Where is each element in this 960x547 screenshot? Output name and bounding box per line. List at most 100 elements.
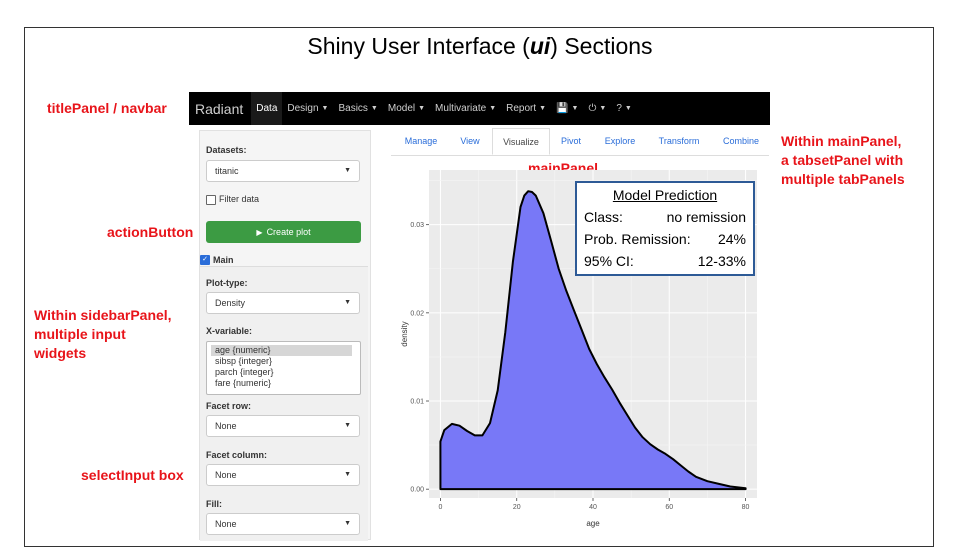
fill-value: None: [215, 519, 237, 529]
x-variable-label: X-variable:: [206, 326, 253, 336]
create-plot-label: Create plot: [266, 227, 311, 237]
annotation-tabset: Within mainPanel, a tabsetPanel with mul…: [781, 132, 905, 189]
annotation-widgets-line: widgets: [34, 345, 87, 361]
facet-row-label: Facet row:: [206, 401, 252, 411]
y-tick-label: 0.03: [410, 222, 424, 229]
chevron-down-icon: ▼: [344, 422, 351, 429]
nav-item-label: Model: [387, 103, 416, 114]
caret-down-icon: ▼: [370, 105, 378, 112]
x-tick-label: 80: [742, 504, 750, 511]
nav-item-3[interactable]: Model ▼: [383, 92, 430, 125]
datasets-select[interactable]: titanic ▼: [206, 160, 360, 182]
chevron-down-icon: ▼: [344, 520, 351, 527]
slide-title: Shiny User Interface (ui) Sections: [307, 33, 653, 59]
x-variable-multiselect[interactable]: age {numeric} sibsp {integer} parch {int…: [206, 341, 361, 395]
navbar: Radiant Data Design ▼ Basics ▼ Model ▼ Multivar…: [189, 92, 770, 125]
prediction-key: Prob. Remission:: [584, 231, 691, 247]
caret-down-icon: ▼: [321, 105, 329, 112]
prediction-value: 24%: [717, 231, 746, 247]
facet-column-select[interactable]: None ▼: [206, 464, 360, 486]
tabset-panel: Manage View Visualize Pivot Explore Tran…: [391, 128, 769, 156]
tab-combine[interactable]: Combine: [722, 136, 760, 146]
x-variable-option[interactable]: fare {numeric}: [215, 378, 272, 388]
navbar-brand[interactable]: Radiant: [195, 100, 244, 117]
y-tick-label: 0.02: [410, 310, 424, 317]
annotation-widgets-line: Within sidebarPanel,: [34, 307, 172, 323]
tab-transform[interactable]: Transform: [658, 136, 700, 146]
plot-type-select[interactable]: Density ▼: [206, 292, 360, 314]
tab-pivot[interactable]: Pivot: [560, 136, 581, 146]
facet-row-select[interactable]: None ▼: [206, 415, 360, 437]
x-tick-label: 60: [665, 504, 673, 511]
x-axis-label: age: [586, 519, 600, 528]
tab-manage[interactable]: Manage: [404, 136, 438, 146]
caret-down-icon: ▼: [571, 105, 579, 112]
nav-item-1[interactable]: Design ▼: [282, 92, 333, 125]
nav-item-6[interactable]: 💾 ▼: [551, 92, 583, 125]
nav-item-2[interactable]: Basics ▼: [333, 92, 382, 125]
prediction-value: 12-33%: [697, 253, 746, 269]
nav-item-label: ?: [616, 103, 622, 114]
nav-item-label: Multivariate: [435, 103, 487, 114]
y-tick-label: 0.00: [410, 487, 424, 494]
tab-visualize[interactable]: Visualize: [492, 128, 550, 155]
filter-data-label: Filter data: [219, 194, 260, 204]
caret-down-icon: ▼: [599, 105, 607, 112]
annotation-navbar: titlePanel / navbar: [47, 100, 167, 116]
x-variable-option[interactable]: age {numeric}: [211, 345, 352, 356]
play-icon: ▶: [256, 227, 263, 237]
prediction-value: no remission: [666, 209, 746, 225]
nav-item-5[interactable]: Report ▼: [501, 92, 551, 125]
x-tick-label: 40: [589, 504, 597, 511]
tab-explore[interactable]: Explore: [604, 136, 636, 146]
nav-item-7[interactable]: ⏻ ▼: [583, 92, 611, 125]
annotation-widgets: Within sidebarPanel, multiple input widg…: [34, 306, 172, 363]
caret-down-icon: ▼: [624, 105, 632, 112]
plot-type-value: Density: [215, 298, 246, 308]
fill-select[interactable]: None ▼: [206, 513, 360, 535]
chevron-down-icon: ▼: [344, 471, 351, 478]
chevron-down-icon: ▼: [344, 167, 351, 174]
annotation-widgets-line: multiple input: [34, 326, 126, 342]
facet-column-value: None: [215, 470, 237, 480]
prediction-row: Prob. Remission: 24%: [577, 231, 753, 253]
prediction-row: Class: no remission: [577, 209, 753, 231]
annotation-tabset-line: multiple tabPanels: [781, 171, 905, 187]
prediction-title: Model Prediction: [612, 187, 718, 203]
filter-data-checkbox[interactable]: [206, 195, 216, 205]
nav-item-label: Basics: [338, 103, 368, 114]
x-variable-option[interactable]: sibsp {integer}: [215, 356, 273, 366]
y-axis-label: density: [400, 321, 409, 346]
nav-item-label: Data: [256, 103, 278, 114]
model-prediction-box: Model Prediction Class: no remission Pro…: [575, 181, 755, 276]
nav-item-label: Design: [287, 103, 319, 114]
main-checkbox[interactable]: ✓: [200, 255, 210, 265]
nav-item-0[interactable]: Data: [251, 92, 283, 125]
main-label: Main: [213, 255, 234, 265]
facet-row-value: None: [215, 421, 237, 431]
annotation-tabset-line: a tabsetPanel with: [781, 152, 904, 168]
annotation-action-button: actionButton: [107, 224, 194, 240]
caret-down-icon: ▼: [539, 105, 547, 112]
prediction-row: 95% CI: 12-33%: [577, 253, 753, 275]
x-variable-option[interactable]: parch {integer}: [215, 367, 274, 377]
prediction-key: Class:: [584, 209, 623, 225]
y-tick-label: 0.01: [410, 399, 424, 406]
tab-view[interactable]: View: [460, 136, 480, 146]
datasets-select-value: titanic: [215, 166, 239, 176]
caret-down-icon: ▼: [418, 105, 426, 112]
caret-down-icon: ▼: [489, 105, 497, 112]
plot-type-label: Plot-type:: [206, 278, 248, 288]
x-tick-label: 0: [438, 504, 442, 511]
nav-item-4[interactable]: Multivariate ▼: [430, 92, 501, 125]
datasets-label: Datasets:: [206, 145, 247, 155]
x-tick-label: 20: [513, 504, 521, 511]
nav-item-label: 💾: [556, 103, 569, 114]
annotation-tabset-line: Within mainPanel,: [781, 133, 902, 149]
nav-item-label: Report: [506, 103, 537, 114]
density-area: [439, 190, 747, 491]
fill-label: Fill:: [206, 499, 222, 509]
nav-item-8[interactable]: ? ▼: [611, 92, 637, 125]
create-plot-button[interactable]: ▶ Create plot: [206, 221, 361, 243]
chevron-down-icon: ▼: [344, 299, 351, 306]
